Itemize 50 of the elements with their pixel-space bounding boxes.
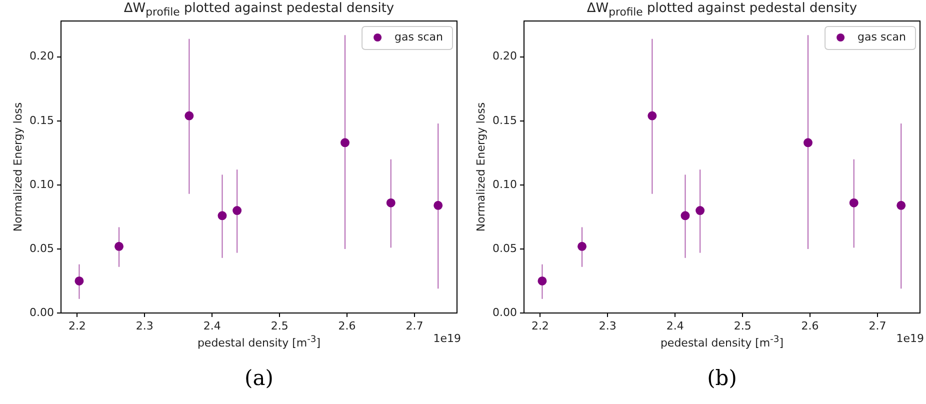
point — [114, 242, 124, 251]
point — [804, 138, 813, 148]
x-tick-label: 2.3 — [136, 319, 154, 332]
text: (a) — [244, 366, 274, 390]
x-tick-label: 2.5 — [734, 319, 752, 332]
x-tick-label: 2.4 — [203, 319, 221, 332]
x-tick-label: 2.6 — [338, 319, 356, 332]
y-tick-label: 0.05 — [492, 242, 517, 255]
point — [340, 138, 350, 148]
y-tick-label: 0.15 — [492, 114, 517, 127]
point — [386, 198, 396, 208]
x-tick-label: 2.7 — [868, 319, 886, 332]
text: 1e19 — [896, 332, 924, 345]
point — [680, 211, 690, 220]
x-axis-title: pedestal density [m$^{-3}$] — [660, 334, 784, 350]
x-tick-label: 2.6 — [801, 319, 819, 332]
point — [849, 198, 858, 208]
point — [538, 276, 547, 286]
point — [184, 111, 194, 120]
y-tick-label: 0.20 — [492, 50, 517, 63]
point — [74, 276, 84, 286]
point — [696, 206, 705, 216]
legend-label: gas scan — [858, 30, 906, 44]
chart-title: ΔW$_{profile}$ plotted against pedestal density — [124, 1, 394, 19]
point — [434, 200, 443, 210]
chart-title: ΔW$_{profile}$ plotted against pedestal density — [586, 1, 858, 19]
y-tick-label: 0.20 — [30, 50, 54, 63]
x-tick-label: 2.5 — [270, 319, 288, 332]
y-tick-label: 0.10 — [30, 178, 54, 191]
point — [232, 206, 242, 216]
point — [648, 111, 657, 120]
y-tick-label: 0.15 — [30, 114, 54, 127]
y-tick-label: 0.05 — [30, 242, 54, 255]
text: 1e19 — [433, 332, 461, 345]
x-tick-label: 2.7 — [406, 319, 424, 332]
legend-label: gas scan — [394, 30, 444, 44]
point — [578, 242, 587, 251]
x-tick-label: 2.2 — [68, 319, 86, 332]
point — [896, 200, 906, 210]
y-tick-label: 0.00 — [30, 306, 54, 319]
x-tick-label: 2.3 — [598, 319, 616, 332]
text: (b) — [707, 366, 737, 390]
x-tick-label: 2.4 — [666, 319, 684, 332]
x-tick-label: 2.2 — [531, 319, 549, 332]
y-axis-title: Normalized Energy loss — [12, 102, 24, 232]
y-tick-label: 0.10 — [492, 178, 517, 191]
y-tick-label: 0.00 — [492, 306, 517, 319]
x-axis-title: pedestal density [m$^{-3}$] — [197, 334, 321, 350]
point — [218, 211, 227, 220]
y-axis-title: Normalized Energy loss — [474, 102, 488, 232]
